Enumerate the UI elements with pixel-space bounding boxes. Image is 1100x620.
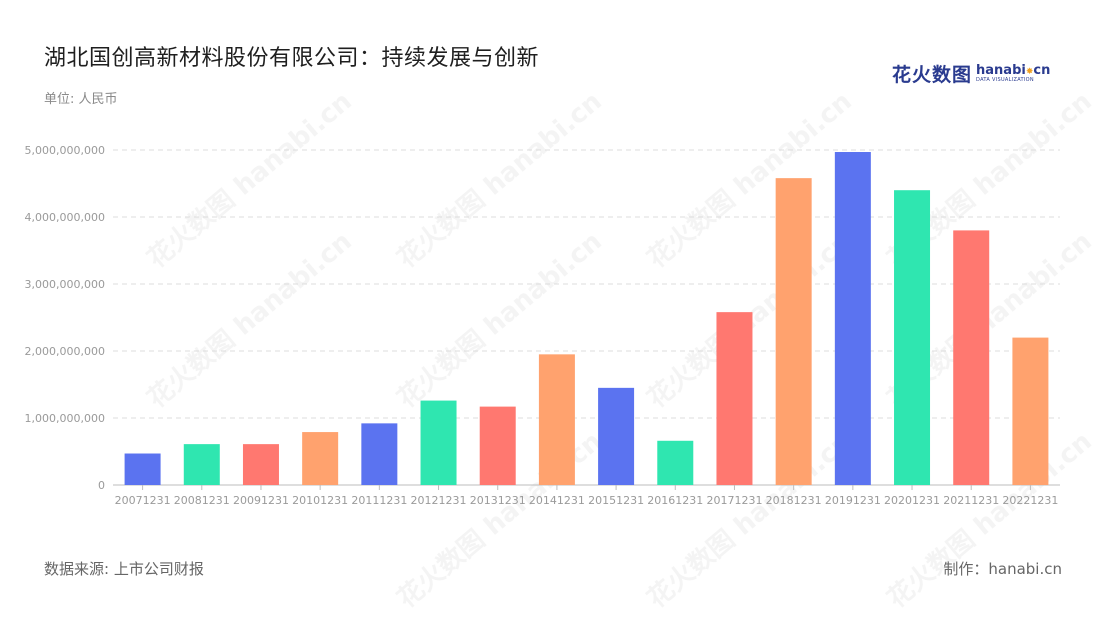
x-tick-label: 20201231	[884, 494, 940, 507]
logo-en-text: hanabi	[976, 63, 1026, 78]
x-tick-label: 20071231	[115, 494, 171, 507]
logo-cn-text: 花火数图	[892, 64, 973, 86]
bar	[361, 423, 398, 485]
bar	[598, 387, 635, 485]
brand-logo: 花火数图 hanabi✸cn DATA VISUALIZATION	[892, 60, 1050, 87]
x-tick-label: 20091231	[233, 494, 289, 507]
bar	[538, 354, 575, 485]
y-tick-label: 3,000,000,000	[25, 278, 105, 291]
bar	[302, 432, 339, 485]
bar	[1012, 337, 1049, 485]
x-tick-label: 20161231	[647, 494, 703, 507]
x-tick-label: 20151231	[588, 494, 644, 507]
bar	[479, 406, 516, 485]
x-tick-label: 20111231	[351, 494, 407, 507]
x-tick-label: 20101231	[292, 494, 348, 507]
logo-subtitle: DATA VISUALIZATION	[976, 77, 1034, 83]
y-tick-label: 2,000,000,000	[25, 345, 105, 358]
bar	[953, 230, 990, 485]
y-tick-label: 5,000,000,000	[25, 144, 105, 157]
x-tick-label: 20191231	[825, 494, 881, 507]
bar	[124, 453, 161, 485]
x-tick-label: 20121231	[411, 494, 467, 507]
y-tick-label: 1,000,000,000	[25, 412, 105, 425]
chart-title: 湖北国创高新材料股份有限公司：持续发展与创新	[44, 46, 540, 71]
x-tick-label: 20141231	[529, 494, 585, 507]
star-icon: ✸	[1025, 67, 1034, 77]
y-tick-label: 4,000,000,000	[25, 211, 105, 224]
maker-credit: 制作：hanabi.cn	[943, 560, 1062, 578]
bar	[242, 444, 279, 485]
bar	[894, 190, 931, 485]
x-tick-label: 20171231	[706, 494, 762, 507]
bar	[183, 444, 220, 485]
x-tick-label: 20131231	[470, 494, 526, 507]
bar	[657, 440, 694, 485]
y-tick-label: 0	[98, 479, 105, 492]
logo-en-suffix: cn	[1033, 63, 1051, 78]
x-tick-label: 20181231	[766, 494, 822, 507]
bar	[834, 152, 871, 485]
x-tick-label: 20211231	[943, 494, 999, 507]
x-tick-label: 20081231	[174, 494, 230, 507]
bar	[716, 312, 753, 485]
unit-label: 单位: 人民币	[44, 92, 118, 107]
x-tick-label: 20221231	[1002, 494, 1058, 507]
data-source: 数据来源: 上市公司财报	[44, 560, 204, 578]
bar	[420, 400, 457, 485]
bar	[775, 178, 812, 485]
